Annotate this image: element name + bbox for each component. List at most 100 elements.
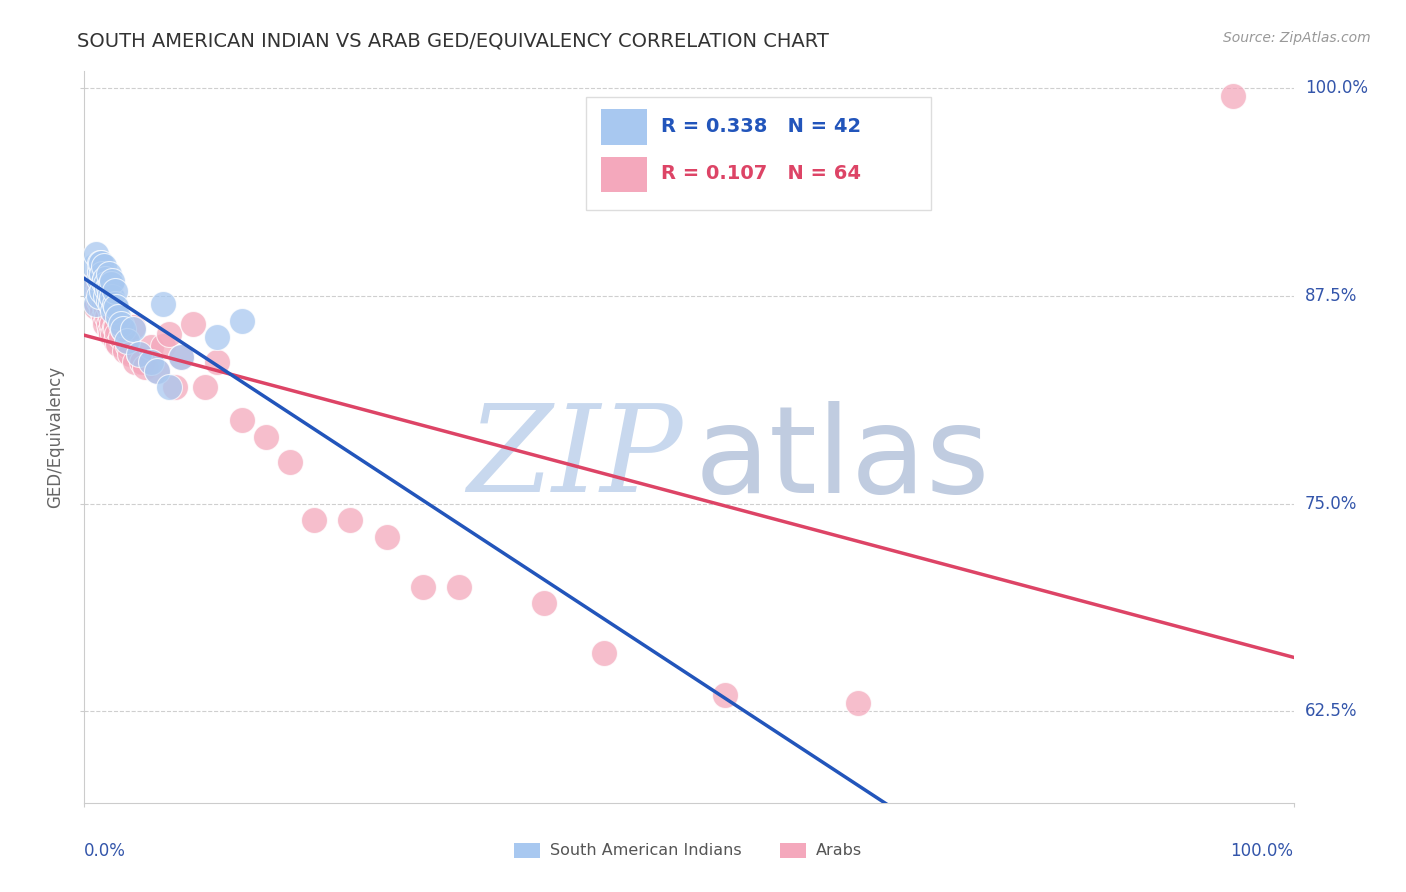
Point — [89, 255, 111, 269]
Point — [157, 326, 180, 341]
Text: 0.0%: 0.0% — [84, 842, 127, 860]
Point — [124, 355, 146, 369]
Point — [412, 580, 434, 594]
Point — [103, 303, 125, 318]
Text: R = 0.107   N = 64: R = 0.107 N = 64 — [661, 164, 860, 183]
Point — [77, 289, 100, 303]
Point — [86, 301, 108, 315]
Text: SOUTH AMERICAN INDIAN VS ARAB GED/EQUIVALENCY CORRELATION CHART: SOUTH AMERICAN INDIAN VS ARAB GED/EQUIVA… — [77, 31, 830, 50]
Point — [128, 347, 150, 361]
Point — [121, 320, 143, 334]
Point — [79, 280, 101, 294]
Point — [91, 303, 114, 318]
Point — [94, 317, 117, 331]
Point — [105, 326, 128, 341]
Text: R = 0.338   N = 42: R = 0.338 N = 42 — [661, 117, 862, 136]
Point — [104, 320, 127, 334]
Point — [170, 351, 193, 365]
Point — [103, 326, 125, 341]
Point — [139, 340, 162, 354]
Point — [93, 310, 115, 325]
Point — [93, 259, 115, 273]
Point — [94, 272, 117, 286]
Point — [146, 363, 169, 377]
Point — [165, 380, 187, 394]
Text: Source: ZipAtlas.com: Source: ZipAtlas.com — [1223, 31, 1371, 45]
Point — [207, 355, 229, 369]
Point — [86, 287, 108, 301]
Text: 100.0%: 100.0% — [1305, 79, 1368, 97]
Text: Arabs: Arabs — [815, 843, 862, 858]
Point — [231, 413, 253, 427]
Point — [110, 317, 132, 331]
Point — [278, 455, 301, 469]
Text: 75.0%: 75.0% — [1305, 494, 1357, 513]
Bar — [780, 843, 806, 858]
Point — [93, 297, 115, 311]
Point — [100, 277, 122, 292]
Bar — [600, 157, 647, 192]
Point — [1222, 89, 1244, 103]
Point — [339, 513, 361, 527]
Point — [131, 355, 153, 369]
Point — [87, 289, 110, 303]
Point — [114, 343, 136, 358]
Point — [112, 322, 135, 336]
Point — [104, 297, 127, 311]
Point — [94, 277, 117, 292]
Point — [121, 322, 143, 336]
Point — [104, 320, 127, 334]
Point — [231, 314, 253, 328]
Text: South American Indians: South American Indians — [550, 843, 741, 858]
Point — [97, 317, 120, 331]
Point — [593, 646, 616, 660]
Point — [91, 267, 114, 281]
Point — [533, 596, 555, 610]
Point — [93, 276, 115, 290]
Text: 100.0%: 100.0% — [1230, 842, 1294, 860]
Point — [134, 360, 156, 375]
Point — [87, 272, 110, 286]
Point — [96, 282, 118, 296]
Point — [100, 326, 122, 341]
Point — [120, 347, 142, 361]
Point — [97, 280, 120, 294]
Point — [128, 347, 150, 361]
Point — [90, 255, 112, 269]
Point — [94, 303, 117, 318]
Point — [100, 297, 122, 311]
Point — [91, 284, 114, 298]
Point — [207, 330, 229, 344]
Point — [97, 301, 120, 315]
Point — [146, 363, 169, 377]
Point — [104, 334, 127, 348]
Point — [115, 334, 138, 348]
Point — [90, 284, 112, 298]
Point — [449, 580, 471, 594]
Text: ZIP: ZIP — [467, 401, 683, 517]
Bar — [513, 843, 540, 858]
Point — [80, 277, 103, 292]
Point — [83, 284, 105, 298]
Point — [97, 293, 120, 308]
Point — [87, 293, 110, 308]
Point — [101, 290, 124, 304]
Text: 87.5%: 87.5% — [1305, 287, 1357, 305]
Point — [96, 310, 118, 325]
Point — [98, 324, 121, 338]
Point — [107, 310, 129, 325]
Point — [91, 290, 114, 304]
Point — [97, 267, 120, 281]
Point — [157, 380, 180, 394]
Point — [87, 280, 110, 294]
Point — [104, 301, 127, 315]
Point — [375, 530, 398, 544]
Point — [89, 287, 111, 301]
Point — [98, 287, 121, 301]
Text: 62.5%: 62.5% — [1305, 702, 1357, 721]
Point — [101, 274, 124, 288]
Point — [89, 264, 111, 278]
Point — [139, 355, 162, 369]
Point — [94, 293, 117, 308]
Point — [117, 339, 139, 353]
